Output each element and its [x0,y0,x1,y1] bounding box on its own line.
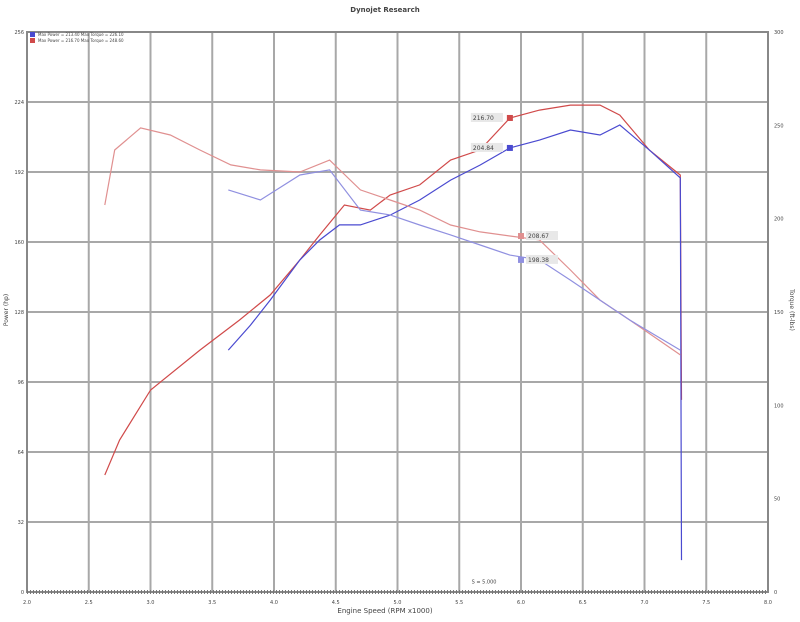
y-axis-label-left: Power (hp) [3,294,10,326]
y-tick-label-right: 150 [774,310,784,316]
x-tick-label: 2.0 [23,600,31,606]
y-tick-label-right: 200 [774,217,784,223]
chart-title: Dynojet Research [350,6,419,14]
y-tick-label-right: 300 [774,30,784,36]
y-axis-label-right: Torque (ft-lbs) [788,288,795,331]
x-tick-label: 4.5 [332,600,340,606]
series-line-3 [228,169,681,351]
y-tick-label-left: 128 [14,310,24,316]
annotation-marker [518,233,524,240]
annotation-label: 204.84 [473,145,494,152]
smoothing-annotation: S = 5.000 [472,579,497,585]
annotation-box [526,231,558,241]
legend-entry: Max Power = 216.70 Max Torque = 248.60 [38,38,124,43]
y-tick-label-left: 32 [18,520,24,526]
x-tick-label: 5.5 [455,600,463,606]
y-tick-label-left: 64 [18,450,24,456]
annotation-box [470,142,503,152]
x-tick-label: 4.0 [270,600,278,606]
x-tick-label: 3.0 [147,600,155,606]
x-tick-label: 7.0 [641,600,649,606]
x-tick-label: 3.5 [208,600,216,606]
x-tick-label: 7.5 [702,600,710,606]
annotation-label: 198.38 [528,257,549,264]
x-tick-label: 6.5 [579,600,587,606]
y-tick-label-right: 0 [774,590,777,596]
y-tick-label-right: 250 [774,123,784,129]
annotation-marker [518,256,524,263]
plot-frame [26,31,769,593]
y-tick-label-right: 50 [774,497,780,503]
y-tick-label-left: 0 [21,590,24,596]
y-tick-label-left: 224 [14,100,24,106]
y-tick-label-right: 100 [774,403,784,409]
y-tick-label-left: 96 [18,380,24,386]
legend-swatch [30,32,35,37]
y-tick-label-left: 160 [14,240,24,246]
legend-entry: Max Power = 213.40 Max Torque = 226.10 [38,32,124,37]
x-tick-label: 2.5 [85,600,93,606]
annotation-box [526,254,558,264]
series-line-2 [104,127,681,356]
legend-swatch [30,38,35,43]
y-tick-label-left: 192 [14,170,24,176]
annotation-box [470,112,503,122]
annotation-label: 208.67 [528,233,549,240]
x-tick-label: 6.0 [517,600,525,606]
x-tick-label: 8.0 [764,600,772,606]
x-tick-label: 5.0 [394,600,402,606]
annotation-marker [506,114,513,121]
x-axis-label: Engine Speed (RPM x1000) [337,607,432,615]
series-line-1 [227,124,683,561]
annotation-marker [506,144,513,151]
series-line-0 [104,104,683,476]
annotation-label: 216.70 [473,115,494,122]
y-tick-label-left: 256 [14,30,24,36]
